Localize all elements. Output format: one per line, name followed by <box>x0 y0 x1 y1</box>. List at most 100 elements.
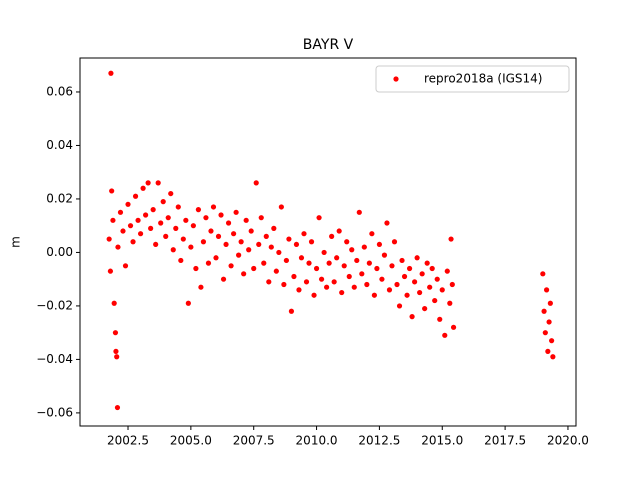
point <box>145 180 151 186</box>
point <box>324 284 330 290</box>
point <box>243 217 249 223</box>
point <box>546 319 552 325</box>
point <box>160 199 166 205</box>
point <box>354 257 360 264</box>
point <box>178 257 184 264</box>
point <box>268 244 274 250</box>
point <box>427 284 433 290</box>
point <box>198 284 204 290</box>
point <box>135 217 141 223</box>
point <box>389 263 395 269</box>
legend-box <box>375 65 570 93</box>
point <box>308 239 315 245</box>
legend-marker <box>393 76 399 82</box>
point <box>321 249 327 256</box>
point <box>278 204 284 210</box>
y-tick-label: 0.00 <box>46 245 73 259</box>
point <box>336 228 342 234</box>
point <box>108 70 114 76</box>
point <box>175 204 181 210</box>
point <box>419 271 425 277</box>
point <box>110 217 116 223</box>
point <box>306 260 312 266</box>
point <box>391 239 398 245</box>
point <box>412 279 418 285</box>
point <box>150 207 156 213</box>
point <box>545 348 551 354</box>
point <box>106 236 112 242</box>
y-axis-label: m <box>9 236 23 248</box>
point <box>236 252 242 258</box>
point <box>379 276 385 282</box>
point <box>409 314 415 320</box>
point <box>263 233 269 239</box>
point <box>424 260 430 266</box>
point <box>406 265 413 272</box>
point <box>394 281 400 288</box>
y-tick-label: −0.06 <box>36 405 73 419</box>
point <box>153 241 159 248</box>
point <box>213 255 219 261</box>
point <box>329 233 335 239</box>
x-tick-label: 2010.0 <box>296 434 338 448</box>
point <box>190 223 196 229</box>
point <box>542 330 548 336</box>
point <box>422 305 428 312</box>
point <box>439 287 445 293</box>
point <box>228 263 234 269</box>
point <box>195 207 202 213</box>
point <box>346 273 352 280</box>
point <box>404 292 410 298</box>
point <box>361 244 367 250</box>
point <box>258 215 264 221</box>
point <box>132 193 139 199</box>
point <box>130 239 136 245</box>
point <box>165 215 171 221</box>
point <box>170 247 176 253</box>
point <box>444 268 450 274</box>
point <box>396 303 403 309</box>
point <box>449 281 455 288</box>
point <box>115 244 121 250</box>
point <box>399 257 405 264</box>
point <box>283 257 289 264</box>
point <box>208 228 214 234</box>
point <box>127 223 134 229</box>
point <box>238 239 244 245</box>
point <box>266 279 272 285</box>
x-tick-label: 2002.5 <box>107 434 149 448</box>
point <box>111 300 117 306</box>
point <box>246 247 252 253</box>
point <box>107 268 114 274</box>
point <box>351 284 357 290</box>
point <box>225 220 232 226</box>
point <box>547 300 553 306</box>
point <box>125 201 131 207</box>
point <box>215 233 222 239</box>
point <box>296 287 302 293</box>
point <box>293 241 300 248</box>
point <box>114 404 121 411</box>
point <box>316 215 322 221</box>
point <box>180 236 186 242</box>
point <box>447 300 453 306</box>
point <box>117 209 124 215</box>
point <box>223 241 229 248</box>
point <box>112 330 119 336</box>
point <box>540 271 546 277</box>
point <box>381 252 388 258</box>
point <box>200 239 207 245</box>
y-tick-label: −0.04 <box>36 352 73 366</box>
point <box>371 292 377 298</box>
point <box>334 255 340 261</box>
point <box>281 281 287 288</box>
point <box>429 265 435 272</box>
y-tick-label: −0.02 <box>36 298 73 312</box>
point <box>349 247 355 253</box>
point <box>549 338 555 344</box>
x-tick-label: 2012.5 <box>358 434 400 448</box>
point <box>384 220 390 226</box>
x-tick-label: 2017.5 <box>484 434 526 448</box>
point <box>233 209 239 215</box>
